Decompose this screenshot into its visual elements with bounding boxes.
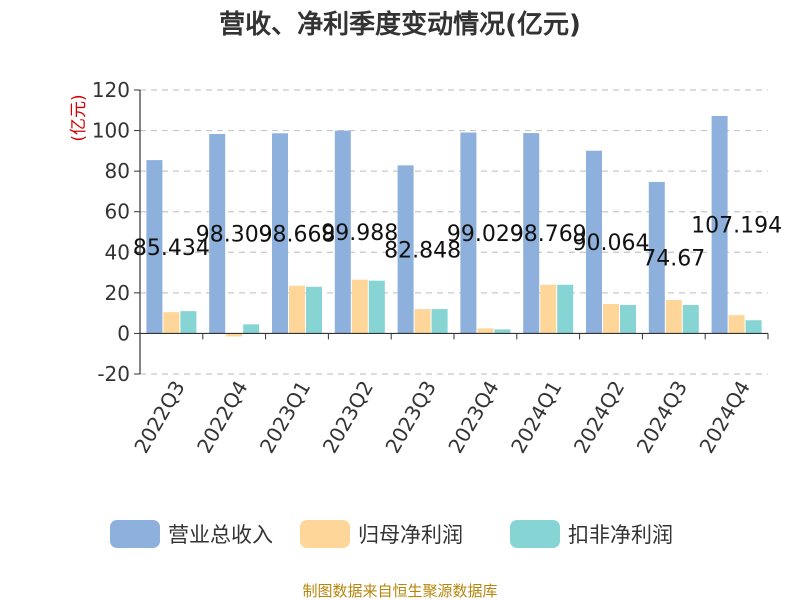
- legend-label: 归母净利润: [358, 523, 463, 547]
- y-axis-unit-label: (亿元): [69, 94, 89, 141]
- bar: [289, 285, 305, 334]
- x-tick-label: 2024Q4: [694, 377, 754, 458]
- x-tick-label: 2022Q4: [192, 377, 252, 458]
- legend-swatch: [110, 520, 160, 548]
- legend-label: 营业总收入: [168, 523, 273, 547]
- bar: [540, 284, 557, 334]
- x-tick-label: 2023Q3: [380, 376, 440, 457]
- x-tick-label: 2022Q3: [129, 377, 189, 458]
- y-tick-label: 80: [105, 159, 130, 183]
- bars: [146, 115, 762, 337]
- data-label: 98.769: [510, 222, 587, 247]
- data-label: 98.668: [259, 222, 336, 247]
- bar: [477, 328, 494, 334]
- data-label: 85.434: [133, 236, 210, 261]
- legend-label: 扣非净利润: [568, 523, 673, 547]
- y-tick-label: -20: [97, 362, 130, 386]
- bar: [368, 280, 385, 334]
- data-label: 74.67: [642, 247, 705, 272]
- x-tick-label: 2023Q1: [255, 377, 315, 458]
- y-tick-label: 0: [117, 321, 130, 345]
- bar: [557, 284, 574, 334]
- data-label: 107.194: [691, 214, 782, 239]
- bar: [334, 130, 351, 334]
- data-label: 82.848: [384, 238, 461, 263]
- bar: [648, 181, 665, 334]
- x-tick-label: 2023Q2: [318, 377, 378, 458]
- y-tick-label: 20: [105, 281, 130, 305]
- bar: [460, 132, 477, 334]
- bar: [728, 315, 745, 334]
- y-tick-label: 40: [105, 240, 130, 264]
- bar: [180, 311, 197, 334]
- bar: [146, 160, 163, 334]
- bar: [586, 150, 602, 334]
- source-note: 制图数据来自恒生聚源数据库: [302, 582, 497, 600]
- bar: [620, 305, 636, 334]
- legend: 营业总收入 归母净利润 扣非净利润: [110, 520, 673, 548]
- bar: [163, 312, 180, 334]
- bar: [209, 134, 226, 334]
- bar: [745, 320, 762, 334]
- bar: [603, 304, 619, 334]
- bar: [665, 299, 682, 334]
- bar: [243, 324, 260, 334]
- data-label: 99.029: [447, 222, 524, 247]
- x-tick-label: 2023Q4: [443, 377, 503, 458]
- bar: [397, 165, 414, 334]
- data-labels: 85.43498.30998.66899.98882.84899.02998.7…: [133, 214, 782, 272]
- y-tick-label: 60: [105, 200, 130, 224]
- bar: [306, 286, 322, 334]
- legend-swatch: [300, 520, 350, 548]
- bar: [272, 133, 288, 334]
- chart-title: 营收、净利季度变动情况(亿元): [219, 9, 581, 40]
- bar: [351, 279, 368, 334]
- data-label: 99.988: [321, 221, 398, 246]
- bar: [523, 133, 540, 334]
- bar: [431, 309, 448, 334]
- bar: [682, 305, 699, 334]
- bar: [414, 309, 431, 334]
- y-tick-label: 100: [92, 119, 130, 143]
- data-label: 90.064: [573, 231, 650, 256]
- x-tick-label: 2024Q2: [569, 377, 629, 458]
- bar: [711, 115, 728, 334]
- bar: [494, 329, 511, 334]
- legend-swatch: [510, 520, 560, 548]
- y-tick-label: 120: [92, 78, 130, 102]
- bar: [226, 333, 243, 337]
- x-tick-label: 2024Q3: [632, 377, 692, 458]
- grid-lines: [140, 89, 768, 375]
- x-tick-label: 2024Q1: [506, 377, 566, 458]
- data-label: 98.309: [196, 223, 273, 248]
